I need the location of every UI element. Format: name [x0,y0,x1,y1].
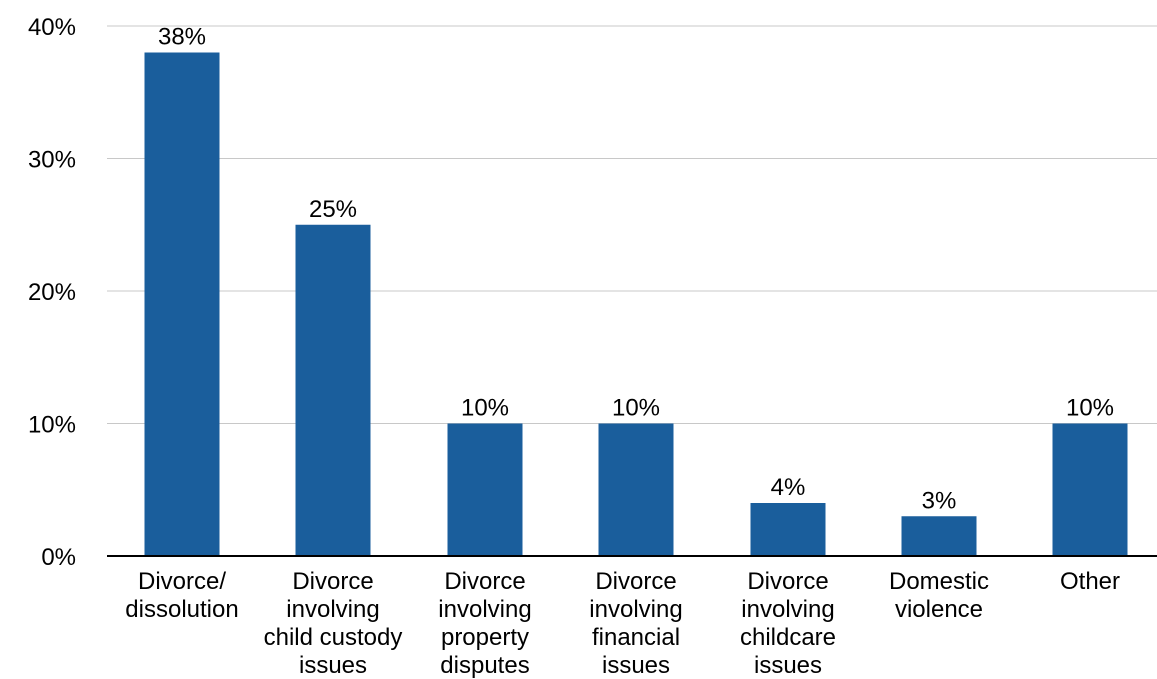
x-category-label-line: involving [589,596,682,623]
y-tick-label: 30% [28,147,76,174]
x-category-label-line: disputes [440,652,529,679]
x-category-label-line: financial [592,624,680,651]
x-category-label-line: child custody [264,624,403,651]
x-category-label: Domestic violence [889,568,989,623]
x-category-label-line: violence [895,596,983,623]
x-category-label-line: Domestic [889,568,989,595]
data-label: 10% [612,395,660,422]
bar [144,52,220,556]
y-axis-tick-labels: 0% 10% 20% 30% 40% [28,14,76,571]
y-tick-label: 10% [28,412,76,439]
bars [144,52,1128,556]
y-tick-label: 40% [28,14,76,41]
bar [901,516,977,556]
bar [1052,423,1128,556]
x-category-label-line: issues [754,652,822,679]
bar [598,423,674,556]
bar [447,423,523,556]
x-category-label-line: dissolution [125,596,238,623]
x-category-label-line: Divorce [595,568,676,595]
data-label: 10% [461,395,509,422]
data-label: 3% [922,487,957,514]
x-category-label-line: issues [602,652,670,679]
data-label: 25% [309,196,357,223]
y-tick-label: 0% [41,544,76,571]
x-category-label-line: issues [299,652,367,679]
bar [750,503,826,556]
data-label: 38% [158,24,206,51]
x-category-label-line: property [441,624,529,651]
x-category-label-line: involving [741,596,834,623]
x-category-label: Divorce/dissolution [125,568,238,623]
data-label: 10% [1066,395,1114,422]
data-label: 4% [771,474,806,501]
x-category-label: Divorce involving financial issues [589,568,682,679]
x-category-label: Other [1060,568,1120,595]
bar [295,224,371,556]
gridlines [107,25,1157,424]
x-category-label: Divorce involving property disputes [438,568,531,679]
data-labels: 38% 25% 10% 10% 4% 3% 10% [158,24,1114,515]
x-category-label-line: Divorce/ [138,568,226,595]
x-category-label-line: Divorce [747,568,828,595]
x-category-label-line: childcare [740,624,836,651]
y-tick-label: 20% [28,279,76,306]
x-category-label: Divorce involving child custody issues [264,568,403,679]
x-category-label-line: Divorce [444,568,525,595]
x-category-label-line: Other [1060,568,1120,595]
x-category-label: Divorce involving childcare issues [740,568,836,679]
x-category-label-line: involving [286,596,379,623]
x-category-label-line: Divorce [292,568,373,595]
x-category-label-line: involving [438,596,531,623]
